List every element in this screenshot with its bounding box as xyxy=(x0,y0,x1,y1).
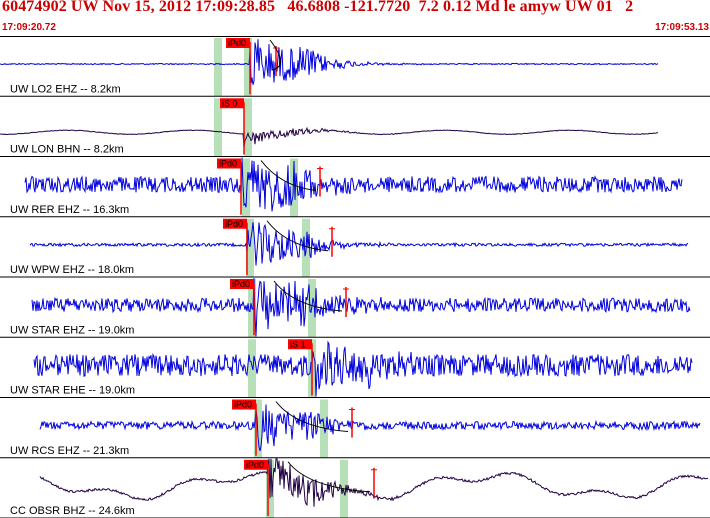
analysis-window-band xyxy=(242,158,250,217)
theoretical-arrival-curve xyxy=(266,220,329,252)
pick-label-box[interactable] xyxy=(223,218,247,229)
trace-row[interactable]: iPd0 UW LO2 EHZ -- 8.2km xyxy=(0,36,710,97)
seismogram-traces-panel[interactable]: iPd0 UW LO2 EHZ -- 8.2km iS 0 UW LON BHN --… xyxy=(0,36,710,518)
pick-label: iPd0 xyxy=(234,400,252,410)
pick-label-box[interactable] xyxy=(217,158,241,169)
waveform-line xyxy=(0,126,659,148)
analysis-window-band xyxy=(214,98,222,157)
waveform-line xyxy=(39,404,701,452)
waveform-line xyxy=(29,222,689,266)
trace-row[interactable]: iPd0 UW RER EHZ -- 16.3km xyxy=(0,157,710,218)
analysis-window-band xyxy=(244,98,252,157)
pick-label: iPd0 xyxy=(219,159,237,169)
window-start-time: 17:09:20.72 xyxy=(2,22,56,33)
theoretical-arrival-curve xyxy=(287,461,371,493)
analysis-window-band xyxy=(290,158,298,217)
trace-row[interactable]: iPd0 CC OBSR BHZ -- 24.6km xyxy=(0,458,710,518)
pick-label-box[interactable] xyxy=(230,279,254,289)
pick-label: iS 0 xyxy=(222,98,238,108)
theoretical-arrival-curve xyxy=(269,39,281,71)
pick-label-box[interactable] xyxy=(244,459,268,470)
pick-label: iS 1 xyxy=(290,339,306,349)
pick-label-box[interactable] xyxy=(232,399,256,410)
trace-label: UW RCS EHZ -- 21.3km xyxy=(10,445,129,457)
waveform-line xyxy=(24,157,683,212)
window-end-time: 17:09:53.13 xyxy=(655,22,709,33)
waveform-line xyxy=(0,39,659,85)
theoretical-arrival-curve xyxy=(275,401,349,432)
theoretical-arrival-curve xyxy=(260,160,317,191)
pick-label: iPd0 xyxy=(246,460,264,470)
trace-label: UW STAR EHZ -- 19.0km xyxy=(10,324,134,336)
waveform-line xyxy=(33,340,693,397)
analysis-window-band xyxy=(248,339,256,398)
pick-label: iPd0 xyxy=(225,219,243,229)
pick-label: iPd0 xyxy=(228,38,246,48)
event-header: 60474902 UW Nov 15, 2012 17:09:28.85 46.… xyxy=(0,0,710,36)
trace-label: UW WPW EHZ -- 18.0km xyxy=(10,264,134,276)
waveform-line xyxy=(31,277,691,337)
trace-row[interactable]: iPd0 UW WPW EHZ -- 18.0km xyxy=(0,218,710,278)
trace-row[interactable]: iS 1 UW STAR EHE -- 19.0km xyxy=(0,339,710,398)
waveform-line xyxy=(39,458,708,507)
trace-label: UW LON BHN -- 8.2km xyxy=(10,144,124,156)
pick-label: iPd0 xyxy=(232,279,250,289)
trace-label: UW RER EHZ -- 16.3km xyxy=(10,204,129,216)
theoretical-arrival-curve xyxy=(273,280,343,312)
analysis-window-band xyxy=(246,218,254,277)
trace-row[interactable]: iPd0 UW RCS EHZ -- 21.3km xyxy=(0,399,710,459)
pick-label-box[interactable] xyxy=(226,38,250,48)
pick-label-box[interactable] xyxy=(220,98,244,109)
trace-row[interactable]: iS 0 UW LON BHN -- 8.2km xyxy=(0,98,710,157)
analysis-window-band xyxy=(244,38,252,97)
trace-label: UW LO2 EHZ -- 8.2km xyxy=(10,83,121,95)
analysis-window-band xyxy=(214,38,222,97)
trace-label: UW STAR EHE -- 19.0km xyxy=(10,385,135,397)
trace-label: CC OBSR BHZ -- 24.6km xyxy=(10,505,135,517)
trace-row[interactable]: iPd0 UW STAR EHZ -- 19.0km xyxy=(0,277,710,338)
event-title: 60474902 UW Nov 15, 2012 17:09:28.85 46.… xyxy=(2,0,634,15)
pick-label-box[interactable] xyxy=(288,339,312,350)
